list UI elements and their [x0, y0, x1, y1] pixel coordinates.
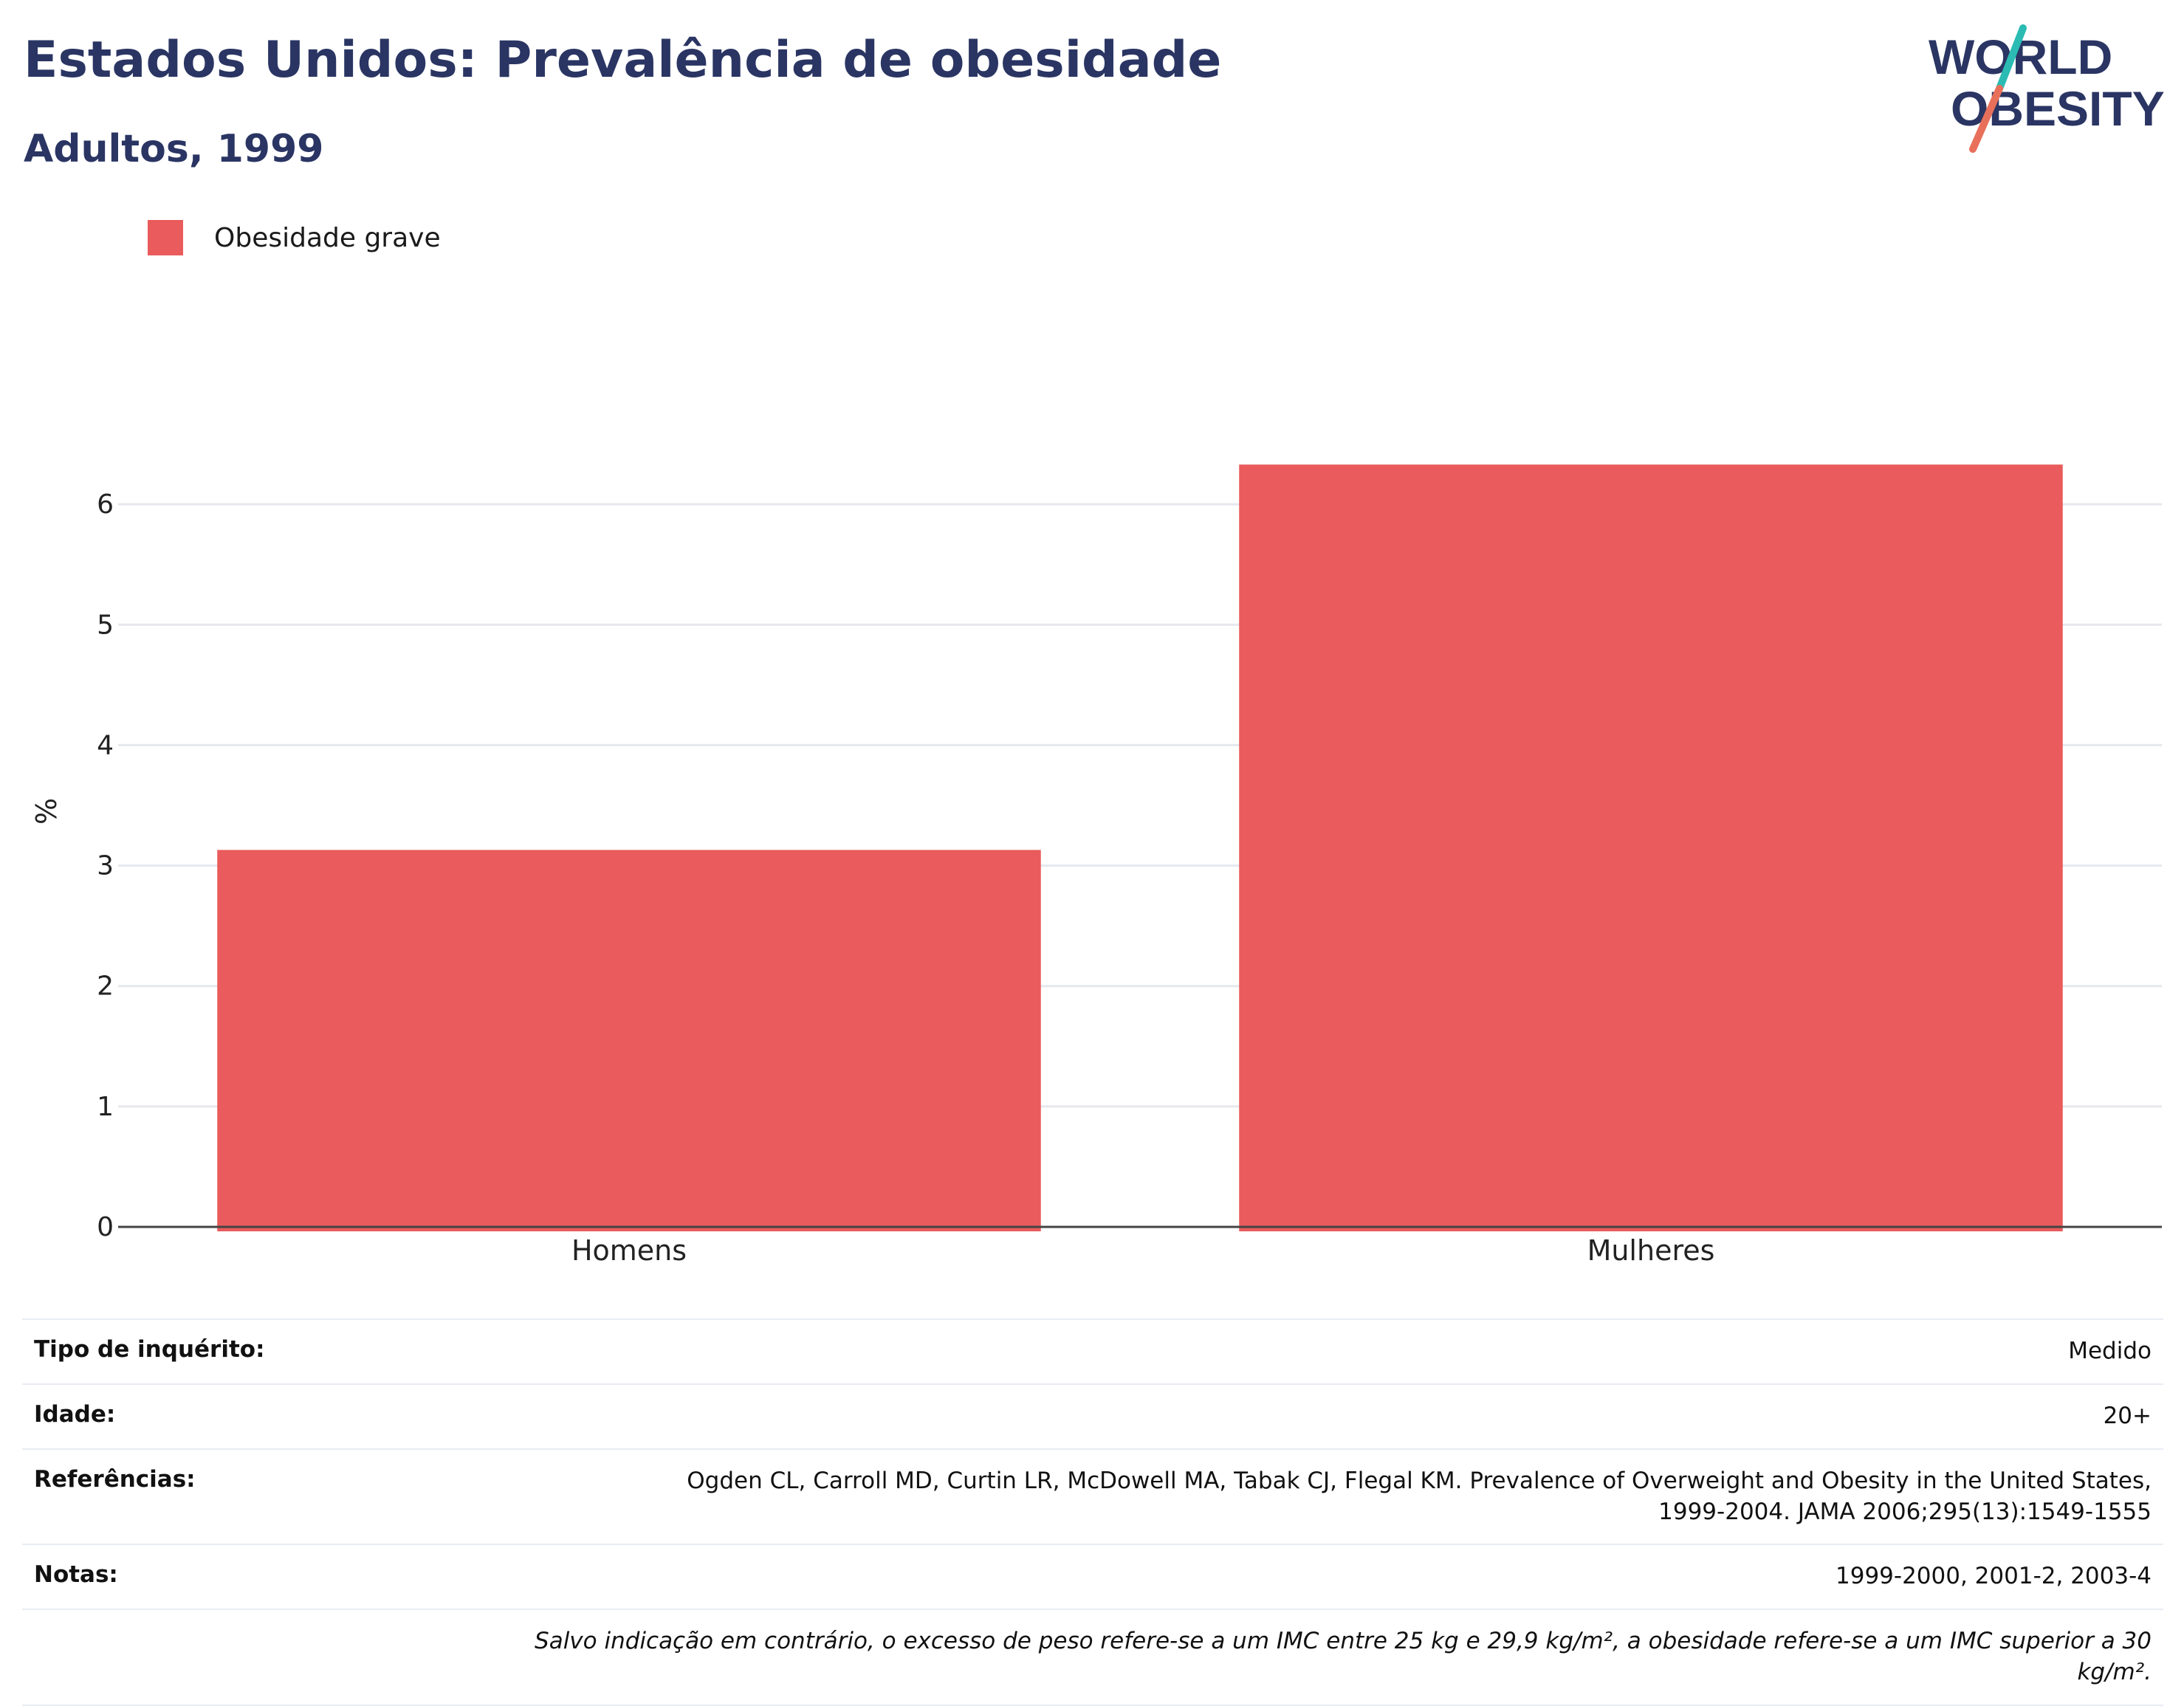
y-tick-label: 2	[97, 971, 114, 1002]
chart-legend: Obesidade grave	[148, 220, 441, 255]
legend-label: Obesidade grave	[214, 222, 441, 253]
info-row-age: Idade: 20+	[22, 1383, 2163, 1448]
info-key: Notas:	[34, 1561, 118, 1589]
info-key: Referências:	[34, 1465, 196, 1493]
y-tick-label: 3	[97, 851, 114, 881]
y-tick-label: 5	[97, 610, 114, 640]
logo-slash-bottom	[1969, 85, 2003, 153]
legend-swatch	[148, 220, 183, 255]
x-tick-label: Homens	[571, 1234, 687, 1267]
y-tick-label: 1	[97, 1092, 114, 1122]
x-tick-label: Mulheres	[1587, 1234, 1715, 1267]
info-value: Medido	[2068, 1338, 2152, 1364]
bar	[1239, 464, 2063, 1232]
info-row-survey-type: Tipo de inquérito: Medido	[22, 1318, 2163, 1383]
bar-chart: 0 1 2 3 4 5 6% Homens Mulheres	[30, 464, 2162, 1267]
info-value: 1999-2000, 2001-2, 2003-4	[1836, 1563, 2152, 1590]
y-tick-label: 6	[97, 489, 114, 520]
info-row-notes: Notas: 1999-2000, 2001-2, 2003-4	[22, 1544, 2163, 1609]
info-value: Ogden CL, Carroll MD, Curtin LR, McDowel…	[687, 1467, 2152, 1525]
info-footnote: Salvo indicação em contrário, o excesso …	[22, 1609, 2163, 1706]
y-axis-title: %	[30, 798, 63, 825]
info-value: 20+	[2103, 1402, 2152, 1429]
world-obesity-logo: WORLD OBESITY	[1929, 24, 2165, 153]
chart-subtitle: Adultos, 1999	[24, 127, 324, 171]
chart-title: Estados Unidos: Prevalência de obesidade	[24, 31, 1222, 89]
info-key: Tipo de inquérito:	[34, 1336, 265, 1363]
bar	[217, 850, 1041, 1231]
logo-slash-top	[1996, 24, 2027, 92]
info-key: Idade:	[34, 1400, 116, 1428]
y-tick-label: 4	[97, 730, 114, 760]
info-row-references: Referências: Ogden CL, Carroll MD, Curti…	[22, 1448, 2163, 1544]
y-tick-label: 0	[97, 1212, 114, 1242]
footnote-text: Salvo indicação em contrário, o excesso …	[535, 1628, 2152, 1686]
info-table: Tipo de inquérito: Medido Idade: 20+ Ref…	[22, 1318, 2163, 1706]
